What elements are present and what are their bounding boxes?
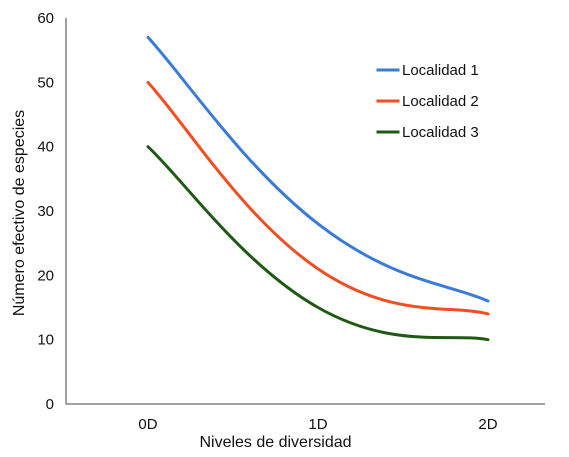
x-tick-label: 0D <box>138 416 157 433</box>
y-tick-label: 20 <box>37 267 54 284</box>
y-tick-label: 10 <box>37 332 54 349</box>
legend-label: Localidad 3 <box>402 124 479 141</box>
legend-label: Localidad 1 <box>402 62 479 79</box>
x-tick-label: 1D <box>308 416 327 433</box>
legend-label: Localidad 2 <box>402 93 479 110</box>
series-line-3 <box>146 145 490 342</box>
y-tick-label: 60 <box>37 10 54 27</box>
y-tick-label: 50 <box>37 74 54 91</box>
series-line-1 <box>146 35 490 303</box>
x-axis: 0D 1D 2D <box>66 403 545 433</box>
legend-item-1: Localidad 1 <box>376 62 479 79</box>
x-axis-title: Niveles de diversidad <box>199 434 351 451</box>
series-layer <box>146 35 490 342</box>
y-tick-label: 30 <box>37 203 54 220</box>
y-axis-title: Número efectivo de especies <box>11 110 28 316</box>
y-tick-label: 0 <box>46 396 54 413</box>
legend-item-3: Localidad 3 <box>376 124 479 141</box>
y-tick-label: 40 <box>37 139 54 156</box>
legend: Localidad 1 Localidad 2 Localidad 3 <box>376 62 479 141</box>
y-axis: 0 10 20 30 40 50 60 <box>37 10 67 413</box>
legend-item-2: Localidad 2 <box>376 93 479 110</box>
series-line-2 <box>146 80 490 316</box>
x-tick-label: 2D <box>478 416 497 433</box>
